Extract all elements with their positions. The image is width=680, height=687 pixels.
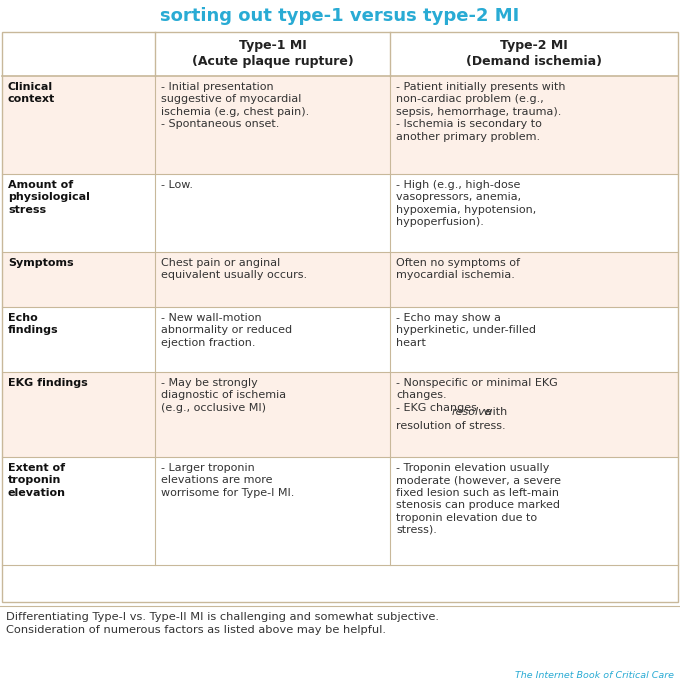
Text: The Internet Book of Critical Care: The Internet Book of Critical Care — [515, 671, 674, 680]
Text: Type-2 MI
(Demand ischemia): Type-2 MI (Demand ischemia) — [466, 39, 602, 69]
Text: Often no symptoms of
myocardial ischemia.: Often no symptoms of myocardial ischemia… — [396, 258, 520, 280]
Text: Chest pain or anginal
equivalent usually occurs.: Chest pain or anginal equivalent usually… — [161, 258, 307, 280]
Text: EKG findings: EKG findings — [8, 378, 88, 388]
Text: Amount of
physiological
stress: Amount of physiological stress — [8, 180, 90, 215]
Text: - Troponin elevation usually
moderate (however, a severe
fixed lesion such as le: - Troponin elevation usually moderate (h… — [396, 463, 561, 535]
Bar — [2, 76, 678, 174]
Text: Echo
findings: Echo findings — [8, 313, 58, 335]
Bar — [2, 457, 678, 565]
Bar — [2, 174, 678, 252]
Bar — [2, 32, 678, 602]
Text: resolve: resolve — [452, 407, 492, 417]
Text: - High (e.g., high-dose
vasopressors, anemia,
hypoxemia, hypotension,
hypoperfus: - High (e.g., high-dose vasopressors, an… — [396, 180, 537, 227]
Text: - Low.: - Low. — [161, 180, 193, 190]
Text: Symptoms: Symptoms — [8, 258, 73, 268]
Text: with: with — [480, 407, 507, 417]
Bar — [2, 307, 678, 372]
Bar — [2, 32, 678, 76]
Text: Clinical
context: Clinical context — [8, 82, 55, 104]
Text: resolution of stress.: resolution of stress. — [396, 421, 506, 431]
Text: - Initial presentation
suggestive of myocardial
ischemia (e.g, chest pain).
- Sp: - Initial presentation suggestive of myo… — [161, 82, 309, 129]
Text: - Larger troponin
elevations are more
worrisome for Type-I MI.: - Larger troponin elevations are more wo… — [161, 463, 294, 498]
Bar — [2, 372, 678, 457]
Text: Extent of
troponin
elevation: Extent of troponin elevation — [8, 463, 66, 498]
Text: - Echo may show a
hyperkinetic, under-filled
heart: - Echo may show a hyperkinetic, under-fi… — [396, 313, 536, 348]
Text: - Patient initially presents with
non-cardiac problem (e.g.,
sepsis, hemorrhage,: - Patient initially presents with non-ca… — [396, 82, 566, 142]
Text: - New wall-motion
abnormality or reduced
ejection fraction.: - New wall-motion abnormality or reduced… — [161, 313, 292, 348]
Text: - Nonspecific or minimal EKG
changes.
- EKG changes: - Nonspecific or minimal EKG changes. - … — [396, 378, 558, 413]
Text: - May be strongly
diagnostic of ischemia
(e.g., occlusive MI): - May be strongly diagnostic of ischemia… — [161, 378, 286, 413]
Text: Differentiating Type-I vs. Type-II MI is challenging and somewhat subjective.
Co: Differentiating Type-I vs. Type-II MI is… — [6, 612, 439, 635]
Text: sorting out type-1 versus type-2 MI: sorting out type-1 versus type-2 MI — [160, 7, 520, 25]
Bar — [2, 252, 678, 307]
Text: Type-1 MI
(Acute plaque rupture): Type-1 MI (Acute plaque rupture) — [192, 39, 354, 69]
